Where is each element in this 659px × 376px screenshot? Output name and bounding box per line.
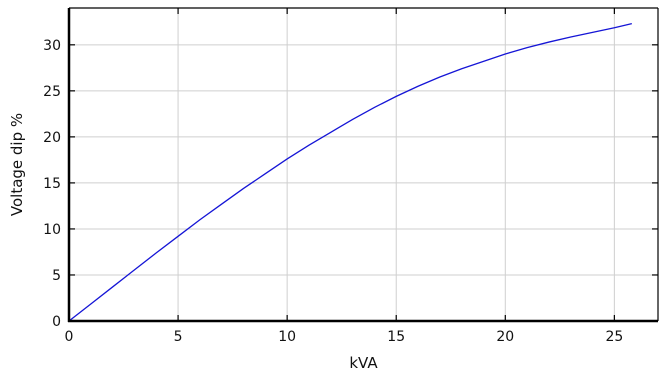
x-tick-label: 20	[496, 329, 514, 345]
y-tick-label: 0	[52, 314, 61, 330]
plot-frame	[67, 7, 659, 323]
y-axis-label: Voltage dip %	[8, 113, 26, 216]
y-tick-label: 30	[43, 38, 61, 54]
x-tick-label: 10	[278, 329, 296, 345]
y-tick-label: 25	[43, 84, 61, 100]
y-tick-label: 5	[52, 268, 61, 284]
series-layer	[68, 23, 632, 322]
grid-lines	[69, 8, 658, 321]
y-tick-label: 15	[43, 176, 61, 192]
x-tick-label: 0	[65, 329, 74, 345]
tick-labels: 0 5 10 15 20 25 0 5 10 15 20 25 30	[43, 38, 623, 345]
x-axis-label: kVA	[349, 354, 378, 372]
data-series-line	[68, 23, 632, 322]
y-tick-label: 10	[43, 222, 61, 238]
y-tick-label: 20	[43, 130, 61, 146]
x-tick-label: 25	[605, 329, 623, 345]
x-tick-label: 5	[174, 329, 183, 345]
x-tick-label: 15	[387, 329, 405, 345]
